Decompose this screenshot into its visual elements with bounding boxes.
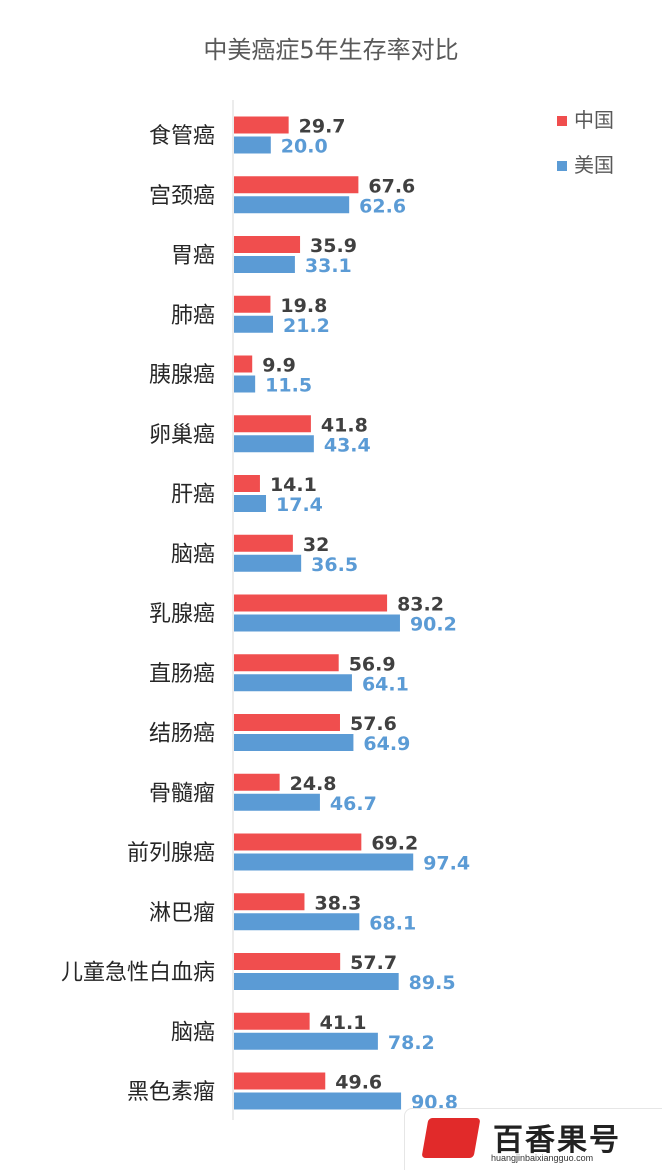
data-label: 35.9 [310,235,357,257]
bar-china [234,236,301,253]
category-label: 脑癌 [171,542,215,567]
category-label: 脑癌 [171,1020,215,1045]
bar-china [234,295,271,313]
bar-china [234,415,311,433]
bar-china [234,714,340,731]
category-label: 直肠癌 [149,662,215,687]
bar-usa [234,973,399,990]
data-label: 49.6 [335,1072,382,1094]
chart-title: 中美癌症5年生存率对比 [203,36,459,64]
category-label: 卵巢癌 [149,423,215,448]
data-label: 83.2 [397,594,444,616]
bar-china [234,1012,310,1030]
bar-china [234,176,359,194]
category-label: 骨髓瘤 [149,781,215,806]
watermark-name: 百香果号 [493,1123,621,1158]
bar-usa [234,375,256,393]
data-label: 32 [303,534,329,556]
category-label: 肝癌 [171,483,215,508]
category-label: 结肠癌 [149,722,215,747]
data-label: 29.7 [299,116,346,138]
bar-china [234,833,362,851]
bar-usa [234,614,400,632]
bar-usa [234,315,274,333]
bar-usa [234,1092,402,1110]
bar-china [234,654,339,672]
data-label: 36.5 [311,554,358,576]
category-label: 黑色素瘤 [127,1080,215,1105]
bar-usa [234,435,314,453]
logo-badge-icon [421,1118,481,1158]
data-label: 19.8 [280,295,327,317]
category-label: 乳腺癌 [149,602,215,627]
data-label: 69.2 [371,833,418,855]
data-label: 62.6 [359,195,406,217]
bar-china [234,773,280,791]
category-label: 儿童急性白血病 [61,961,215,986]
category-label: 宫颈癌 [149,184,215,209]
data-label: 41.8 [321,414,368,436]
data-label: 17.4 [276,494,323,516]
bar-usa [234,1032,378,1050]
legend-swatch [557,161,567,171]
bar-china [234,116,289,134]
data-label: 64.9 [363,733,410,755]
data-label: 57.7 [350,952,397,974]
data-label: 20.0 [281,136,328,158]
legend-swatch [557,116,567,126]
bar-usa [234,196,350,214]
data-label: 14.1 [270,474,317,496]
legend-label: 中国 [574,108,614,132]
data-label: 57.6 [350,713,397,735]
data-label: 33.1 [305,255,352,277]
bar-usa [234,495,267,512]
data-label: 78.2 [388,1032,435,1054]
bar-usa [234,734,354,751]
data-label: 56.9 [349,653,396,675]
bar-usa [234,136,271,154]
category-label: 胃癌 [171,244,215,269]
data-label: 89.5 [409,972,456,994]
legend-label: 美国 [574,153,614,177]
data-label: 90.2 [410,614,457,636]
data-label: 21.2 [283,315,330,337]
data-label: 24.8 [290,773,337,795]
data-label: 38.3 [314,892,361,914]
category-label: 前列腺癌 [127,841,215,866]
bar-china [234,893,305,911]
data-label: 43.4 [324,434,371,456]
category-label: 胰腺癌 [149,363,215,388]
bar-usa [234,256,295,273]
category-label: 淋巴瘤 [149,901,215,926]
bar-china [234,1072,326,1090]
bar-usa [234,793,320,811]
bar-china [234,594,388,612]
data-label: 41.1 [320,1012,367,1034]
data-label: 67.6 [368,175,415,197]
bar-china [234,355,253,373]
data-label: 46.7 [330,793,377,815]
category-label: 肺癌 [171,303,215,328]
watermark-logo: 百香果号 huangjinbaixiangguo.com [404,1108,662,1170]
data-label: 68.1 [369,912,416,934]
bar-china [234,953,341,970]
bar-usa [234,554,302,572]
bar-usa [234,913,360,931]
data-label: 9.9 [262,355,296,377]
watermark-url: huangjinbaixiangguo.com [491,1153,594,1163]
data-label: 11.5 [265,375,312,397]
category-label: 食管癌 [149,124,215,149]
bar-china [234,534,293,552]
data-label: 64.1 [362,673,409,695]
data-label: 97.4 [423,853,470,875]
bar-usa [234,674,352,692]
bar-china [234,475,260,492]
bar-usa [234,853,414,871]
